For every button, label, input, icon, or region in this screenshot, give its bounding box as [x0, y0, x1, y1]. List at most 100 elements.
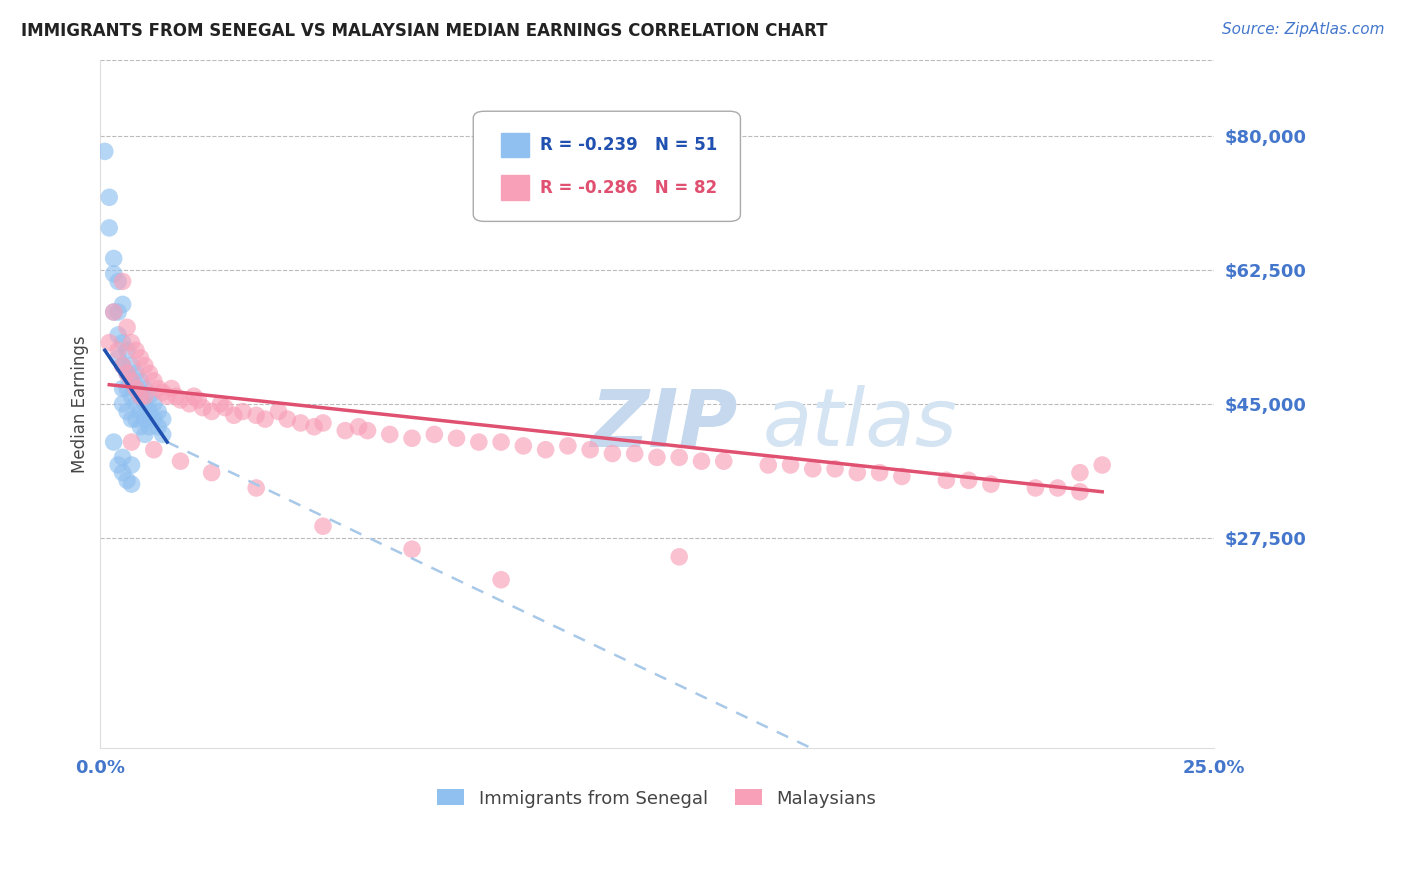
Point [115, 320, 138, 334]
Point [209, 397, 232, 411]
FancyBboxPatch shape [474, 112, 741, 221]
Point [107, 351, 129, 365]
Point [1091, 458, 1114, 472]
Point [347, 419, 370, 434]
Point [115, 366, 138, 380]
Point [125, 412, 148, 426]
Point [824, 462, 846, 476]
Point [98, 220, 121, 235]
Point [148, 419, 170, 434]
Point [111, 359, 134, 373]
Point [107, 275, 129, 289]
Point [335, 424, 357, 438]
Text: R = -0.286   N = 82: R = -0.286 N = 82 [540, 178, 717, 196]
Legend: Immigrants from Senegal, Malaysians: Immigrants from Senegal, Malaysians [430, 782, 884, 814]
Point [267, 404, 290, 418]
Point [115, 382, 138, 396]
Point [356, 424, 378, 438]
Point [191, 401, 214, 415]
Point [121, 435, 143, 450]
Point [668, 549, 690, 564]
Point [121, 389, 143, 403]
Point [401, 542, 423, 557]
Point [160, 382, 183, 396]
Point [98, 335, 121, 350]
Point [690, 454, 713, 468]
Point [169, 454, 191, 468]
Point [512, 439, 534, 453]
Point [107, 458, 129, 472]
Text: atlas: atlas [762, 385, 957, 464]
Point [121, 458, 143, 472]
Point [142, 412, 165, 426]
Point [115, 366, 138, 380]
Point [125, 382, 148, 396]
Point [138, 366, 160, 380]
Point [1046, 481, 1069, 495]
Point [557, 439, 579, 453]
Point [125, 366, 148, 380]
Point [152, 412, 174, 426]
Point [152, 385, 174, 400]
Point [756, 458, 779, 472]
Point [134, 397, 156, 411]
Text: ZIP: ZIP [591, 385, 738, 464]
Point [302, 419, 325, 434]
Point [107, 328, 129, 343]
Point [957, 473, 980, 487]
Point [245, 481, 267, 495]
Point [468, 435, 491, 450]
Text: Source: ZipAtlas.com: Source: ZipAtlas.com [1222, 22, 1385, 37]
Point [378, 427, 401, 442]
Point [668, 450, 690, 465]
Point [222, 409, 245, 423]
Point [111, 382, 134, 396]
Point [121, 359, 143, 373]
Point [121, 335, 143, 350]
Point [148, 382, 170, 396]
Point [1069, 466, 1091, 480]
Point [121, 477, 143, 491]
Point [125, 397, 148, 411]
Point [579, 442, 602, 457]
Point [623, 446, 645, 460]
Point [103, 435, 125, 450]
Point [129, 351, 152, 365]
Point [107, 305, 129, 319]
Point [125, 343, 148, 358]
Point [111, 275, 134, 289]
Point [232, 404, 254, 418]
Point [1069, 484, 1091, 499]
Point [165, 389, 187, 403]
Point [138, 404, 160, 418]
Point [312, 416, 335, 430]
Point [645, 450, 668, 465]
Point [489, 435, 512, 450]
Point [115, 404, 138, 418]
Point [134, 389, 156, 403]
Point [869, 466, 891, 480]
Point [935, 473, 957, 487]
Point [401, 431, 423, 445]
Point [152, 427, 174, 442]
Point [423, 427, 446, 442]
Point [534, 442, 557, 457]
Y-axis label: Median Earnings: Median Earnings [72, 335, 89, 473]
Point [156, 389, 179, 403]
Point [111, 450, 134, 465]
Point [134, 382, 156, 396]
Point [98, 190, 121, 204]
Point [201, 404, 224, 418]
Point [312, 519, 335, 533]
Point [103, 252, 125, 266]
Point [276, 412, 298, 426]
Point [245, 409, 267, 423]
Point [142, 374, 165, 388]
Point [129, 419, 152, 434]
Point [129, 389, 152, 403]
Point [125, 382, 148, 396]
Point [290, 416, 312, 430]
Point [138, 419, 160, 434]
Point [148, 404, 170, 418]
Point [111, 466, 134, 480]
